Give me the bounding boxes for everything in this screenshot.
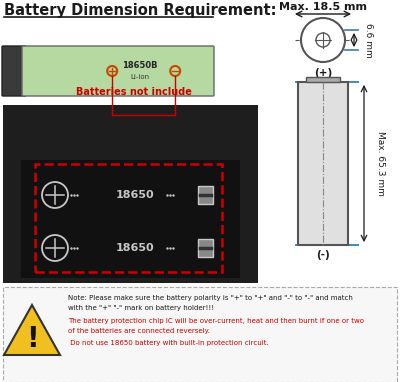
Text: The battery protection chip IC will be over-current, heat and then burnt if one : The battery protection chip IC will be o… — [68, 318, 364, 324]
Text: (-): (-) — [316, 250, 330, 260]
Text: 18650: 18650 — [116, 190, 154, 200]
Text: of the batteries are connected reversely.: of the batteries are connected reversely… — [68, 328, 210, 334]
Bar — [298, 82, 348, 245]
Text: Max. 18.5 mm: Max. 18.5 mm — [279, 2, 367, 12]
Polygon shape — [4, 305, 60, 355]
Text: Li-ion: Li-ion — [130, 74, 149, 80]
FancyBboxPatch shape — [22, 46, 214, 96]
Text: !: ! — [26, 325, 38, 353]
Text: Battery Dimension Requirement:: Battery Dimension Requirement: — [4, 3, 276, 18]
Bar — [198, 186, 213, 204]
Text: with the "+" "-" mark on battery holder!!!: with the "+" "-" mark on battery holder!… — [68, 305, 214, 311]
Bar — [21, 160, 240, 278]
Bar — [35, 164, 222, 272]
Text: Max. 65.3 mm: Max. 65.3 mm — [376, 131, 384, 196]
Text: Batteries not include: Batteries not include — [76, 87, 192, 97]
FancyBboxPatch shape — [3, 287, 397, 382]
Text: (+): (+) — [314, 68, 332, 78]
FancyBboxPatch shape — [2, 46, 26, 96]
Text: 6.6 mm: 6.6 mm — [364, 23, 372, 57]
Text: 18650: 18650 — [116, 243, 154, 253]
Text: 18650B: 18650B — [122, 61, 157, 70]
Bar — [3, 105, 258, 283]
Text: Do not use 18650 battery with built-in protection circuit.: Do not use 18650 battery with built-in p… — [68, 340, 269, 346]
Text: Note: Please make sure the battery polarity is "+" to "+" and "-" to "-" and mat: Note: Please make sure the battery polar… — [68, 295, 353, 301]
Bar — [198, 239, 213, 257]
Bar — [306, 77, 340, 82]
